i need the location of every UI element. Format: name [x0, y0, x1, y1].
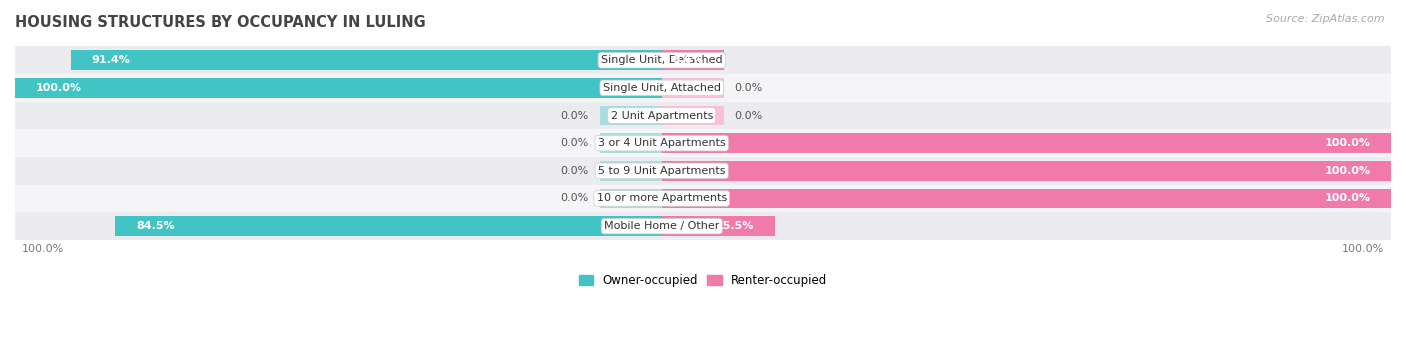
Bar — [115, 216, 662, 236]
Text: HOUSING STRUCTURES BY OCCUPANCY IN LULING: HOUSING STRUCTURES BY OCCUPANCY IN LULIN… — [15, 15, 426, 30]
Bar — [15, 102, 1391, 129]
Text: 0.0%: 0.0% — [561, 138, 589, 148]
Text: 100.0%: 100.0% — [1341, 244, 1384, 254]
Text: Single Unit, Detached: Single Unit, Detached — [600, 55, 723, 65]
Text: 0.0%: 0.0% — [561, 110, 589, 120]
Text: 2 Unit Apartments: 2 Unit Apartments — [610, 110, 713, 120]
Text: 91.4%: 91.4% — [91, 55, 131, 65]
Text: 100.0%: 100.0% — [35, 83, 82, 93]
Bar — [70, 50, 662, 70]
Text: 0.0%: 0.0% — [561, 166, 589, 176]
Bar — [662, 216, 775, 236]
Bar — [15, 157, 1391, 184]
Bar — [662, 106, 724, 125]
Text: 5 to 9 Unit Apartments: 5 to 9 Unit Apartments — [598, 166, 725, 176]
Bar — [600, 189, 662, 208]
Legend: Owner-occupied, Renter-occupied: Owner-occupied, Renter-occupied — [579, 274, 827, 287]
Bar — [600, 133, 662, 153]
Text: 0.0%: 0.0% — [735, 110, 763, 120]
Text: 3 or 4 Unit Apartments: 3 or 4 Unit Apartments — [598, 138, 725, 148]
Bar — [662, 189, 1391, 208]
Text: 100.0%: 100.0% — [22, 244, 65, 254]
Bar — [662, 133, 1391, 153]
Text: 84.5%: 84.5% — [136, 221, 174, 231]
Bar — [662, 78, 724, 98]
Text: 0.0%: 0.0% — [735, 83, 763, 93]
Bar — [15, 78, 662, 98]
Text: 8.6%: 8.6% — [673, 55, 704, 65]
Text: 100.0%: 100.0% — [1324, 193, 1371, 204]
Text: 15.5%: 15.5% — [716, 221, 754, 231]
Bar — [15, 212, 1391, 240]
Bar — [15, 46, 1391, 74]
Text: Mobile Home / Other: Mobile Home / Other — [605, 221, 720, 231]
Text: 10 or more Apartments: 10 or more Apartments — [596, 193, 727, 204]
Text: Source: ZipAtlas.com: Source: ZipAtlas.com — [1267, 14, 1385, 24]
Bar — [15, 74, 1391, 102]
Text: 0.0%: 0.0% — [561, 193, 589, 204]
Bar — [662, 50, 724, 70]
Text: 100.0%: 100.0% — [1324, 166, 1371, 176]
Text: 100.0%: 100.0% — [1324, 138, 1371, 148]
Bar — [600, 161, 662, 181]
Text: Single Unit, Attached: Single Unit, Attached — [603, 83, 721, 93]
Bar — [600, 106, 662, 125]
Bar — [15, 129, 1391, 157]
Bar — [662, 161, 1391, 181]
Bar — [15, 184, 1391, 212]
